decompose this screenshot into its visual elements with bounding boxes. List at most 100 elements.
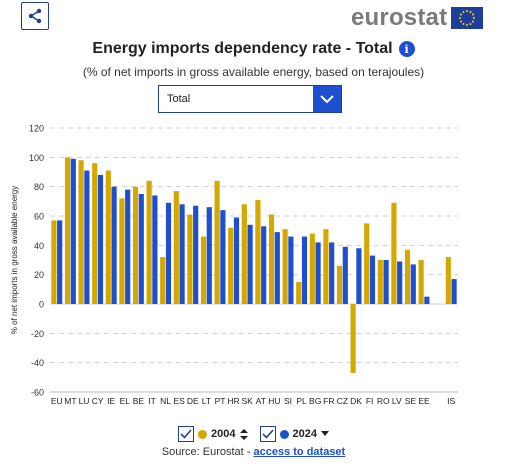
bar-2004-hr: [228, 227, 234, 304]
bar-2024-lv: [397, 261, 403, 304]
bar-2024-nl: [165, 202, 172, 304]
sort-icon[interactable]: [239, 428, 248, 440]
legend-checkbox-2004[interactable]: [178, 426, 195, 442]
source-line: Source: Eurostat - access to dataset: [0, 446, 507, 458]
logo-text: eurostat: [351, 4, 448, 31]
checkmark-icon: [180, 429, 192, 439]
bar-2024-dk: [356, 248, 362, 304]
bar-2004-el: [119, 198, 125, 304]
share-icon: [28, 8, 42, 24]
x-tick-label: LT: [202, 396, 211, 406]
chart-subtitle: (% of net imports in gross available ene…: [82, 65, 425, 79]
x-tick-label: CZ: [337, 396, 348, 406]
bar-2004-se: [404, 249, 411, 304]
bar-2004-fi: [364, 223, 370, 304]
bar-2004-nl: [160, 257, 166, 304]
x-tick-label: ES: [174, 396, 186, 406]
x-tick-label: EU: [51, 396, 63, 406]
legend-label-2024: 2024: [292, 428, 317, 440]
bar-2024-at: [261, 226, 267, 304]
x-tick-label: SK: [242, 396, 254, 406]
bar-2024-hu: [274, 232, 280, 304]
x-tick-label: DE: [187, 396, 199, 406]
bar-2004-es: [173, 191, 179, 304]
x-tick-label: DK: [350, 396, 362, 406]
bar-2004-is: [445, 257, 451, 304]
sort-desc-icon[interactable]: [320, 431, 329, 437]
bar-2004-lv: [391, 202, 397, 304]
bar-2024-bg: [315, 242, 321, 304]
x-tick-label: HR: [227, 396, 239, 406]
y-tick-label: 100: [29, 153, 44, 163]
access-dataset-link[interactable]: access to dataset: [253, 446, 346, 458]
bar-2024-hr: [233, 217, 240, 304]
page-title: Energy imports dependency rate - Total: [92, 40, 393, 57]
y-tick-label: 120: [29, 124, 44, 134]
y-tick-label: 40: [34, 241, 44, 251]
bar-2004-pl: [296, 282, 302, 304]
bar-2004-pt: [214, 180, 220, 304]
eurostat-logo: eurostat: [351, 4, 484, 31]
x-tick-label: SI: [284, 396, 292, 406]
source-prefix: Source: Eurostat -: [161, 446, 254, 458]
y-tick-label: -20: [31, 329, 44, 339]
energy-product-select[interactable]: Total: [158, 85, 342, 113]
info-icon[interactable]: i: [398, 41, 415, 57]
select-value: Total: [167, 93, 191, 105]
bar-2024-cz: [342, 246, 348, 304]
y-tick-label: 80: [34, 182, 44, 192]
bar-2024-fr: [329, 242, 335, 304]
x-tick-label: FR: [323, 396, 334, 406]
bar-2024-de: [193, 205, 199, 304]
bar-2004-si: [282, 229, 288, 304]
legend-label-2004: 2004: [211, 428, 236, 440]
select-dropdown-button[interactable]: [313, 86, 341, 112]
bar-2004-ee: [418, 260, 424, 304]
bar-2024-sk: [247, 224, 253, 304]
bar-2024-es: [179, 204, 185, 304]
bar-2024-fi: [369, 255, 376, 304]
x-tick-label: IT: [148, 396, 156, 406]
x-tick-label: LV: [392, 396, 402, 406]
bar-2024-el: [125, 189, 131, 304]
x-tick-label: EL: [120, 396, 131, 406]
x-tick-label: IE: [107, 396, 115, 406]
bar-2004-it: [146, 180, 152, 304]
x-tick-label: MT: [64, 396, 76, 406]
x-tick-label: BG: [309, 396, 321, 406]
bar-2004-hu: [268, 214, 275, 304]
bar-2004-at: [255, 199, 261, 304]
bar-2024-ee: [424, 296, 430, 304]
bar-2024-lt: [206, 207, 212, 304]
bar-2024-ie: [111, 186, 117, 304]
bar-2004-dk: [350, 304, 356, 373]
bar-2004-sk: [241, 204, 247, 304]
legend-checkbox-2024[interactable]: [259, 426, 276, 442]
x-tick-label: IS: [447, 396, 455, 406]
bar-2024-is: [451, 279, 457, 304]
bar-2024-lu: [84, 170, 90, 304]
bar-2024-pl: [301, 236, 308, 304]
legend-item-2004[interactable]: 2004: [178, 426, 248, 442]
chevron-down-icon: [320, 94, 334, 103]
x-tick-label: FI: [366, 396, 374, 406]
checkmark-icon: [261, 429, 274, 439]
legend-item-2024[interactable]: 2024: [259, 426, 329, 442]
legend-swatch-2024: [279, 429, 289, 439]
eu-flag-icon: [451, 7, 484, 29]
bar-2024-be: [138, 194, 144, 304]
y-axis-label: % of net imports in gross available ener…: [10, 186, 19, 335]
bar-2024-si: [288, 236, 294, 304]
bar-2004-mt: [64, 157, 71, 304]
bar-2024-cy: [97, 174, 104, 304]
x-tick-label: PT: [215, 396, 226, 406]
bar-2004-fr: [323, 229, 329, 304]
y-tick-label: -60: [31, 388, 44, 398]
share-button[interactable]: [21, 2, 49, 30]
x-tick-label: CY: [92, 396, 104, 406]
y-tick-label: -40: [31, 358, 44, 368]
x-tick-label: RO: [377, 396, 390, 406]
bar-2004-ie: [105, 170, 111, 304]
bar-2004-cz: [336, 265, 343, 304]
x-tick-label: PL: [296, 396, 307, 406]
